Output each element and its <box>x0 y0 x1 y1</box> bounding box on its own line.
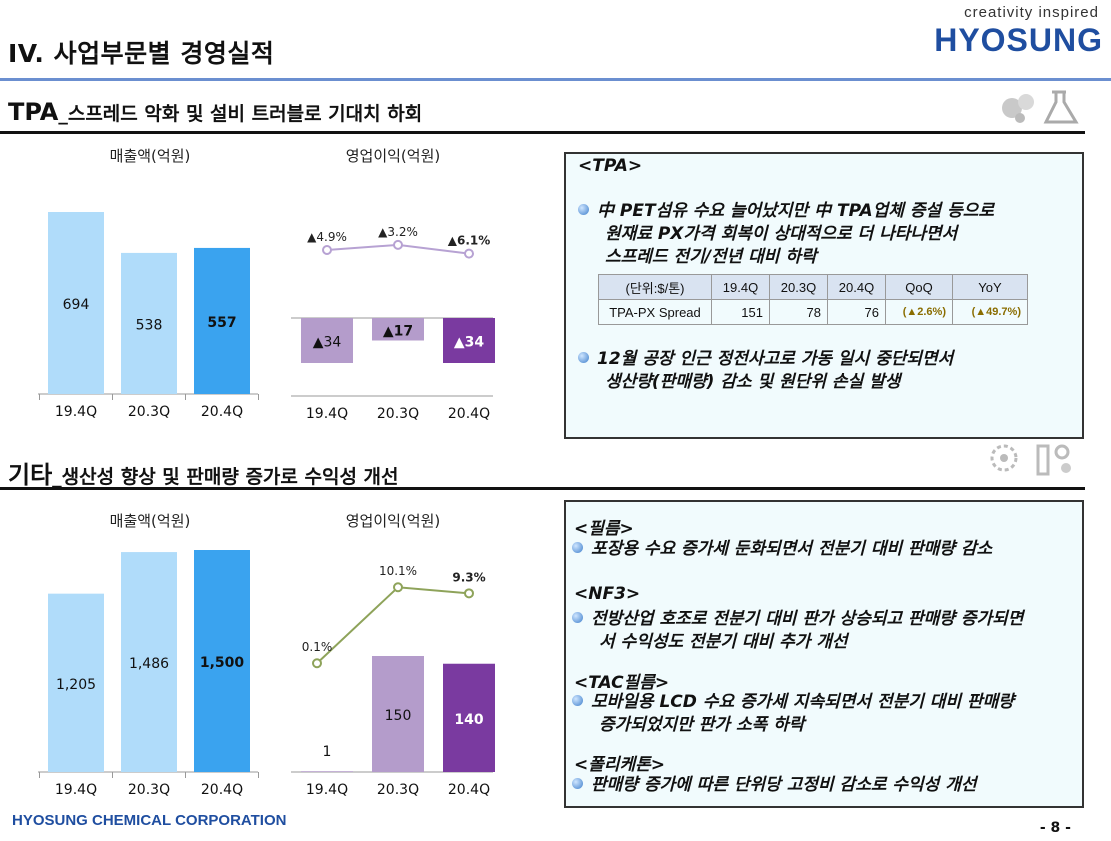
x-tick-label: 19.4Q <box>55 782 97 798</box>
bullet-icon <box>572 542 583 553</box>
tpa-comment-box: <TPA> 中 PET섬유 수요 늘어났지만 中 TPA업체 증설 등으로 원재… <box>564 152 1084 439</box>
data-label: 1 <box>323 744 332 760</box>
tpa-bullet-1: 中 PET섬유 수요 늘어났지만 中 TPA업체 증설 등으로 원재료 PX가격… <box>578 200 994 269</box>
other-section-title: 기타_생산성 향상 및 판매량 증가로 수익성 개선 <box>8 455 399 490</box>
margin-label: 9.3% <box>452 570 485 584</box>
tpa-section-title: TPA_스프레드 악화 및 설비 트러블로 기대치 하회 <box>8 98 422 126</box>
margin-label: 10.1% <box>379 564 417 578</box>
other-title-sub: _생산성 향상 및 판매량 증가로 수익성 개선 <box>52 466 399 488</box>
x-tick-label: 20.4Q <box>201 404 243 420</box>
other-comment-box: <필름> 포장용 수요 증가세 둔화되면서 전분기 대비 판매량 감소 <NF3… <box>564 500 1084 808</box>
tpa-sales-chart-title: 매출액(억원) <box>109 147 191 165</box>
bar <box>301 318 353 363</box>
other-sales-chart-title: 매출액(억원) <box>109 512 191 530</box>
bar <box>194 550 250 772</box>
nf3-header: <NF3> <box>574 584 641 604</box>
page-title: IV. 사업부문별 경영실적 <box>8 39 275 68</box>
brand-tagline: creativity inspired <box>964 4 1099 21</box>
margin-point <box>393 582 403 593</box>
title-divider <box>0 78 1111 81</box>
bar <box>48 212 104 394</box>
other-sales-chart: 1,205 19.4Q 1,486 20.3Q 1,500 20.4Q <box>38 550 259 798</box>
x-tick-label: 19.4Q <box>306 406 348 422</box>
page-number: - 8 - <box>1039 820 1071 836</box>
bar <box>121 252 177 394</box>
data-label: 1,500 <box>200 655 245 671</box>
polyketone-bullet: 판매량 증가에 따른 단위당 고정비 감소로 수익성 개선 <box>572 774 977 797</box>
x-tick-label: 20.4Q <box>448 406 490 422</box>
tpa-op-chart: ▲34 19.4Q ▲17 20.3Q ▲34 20.4Q ▲4.9% ▲3.2% ▲6.1% <box>291 225 495 422</box>
tpa-section-divider <box>0 131 1085 134</box>
bar <box>443 318 495 363</box>
nf3-bullet: 전방산업 호조로 전분기 대비 판가 상승되고 판매량 증가되면 서 수익성도 … <box>572 608 1023 654</box>
table-row: TPA-PX Spread 151 78 76 (▲2.6%) (▲49.7%) <box>598 299 1028 325</box>
brand-logo: HYOSUNG <box>934 22 1103 58</box>
data-label: 557 <box>207 315 236 331</box>
x-tick-label: 20.4Q <box>201 782 243 798</box>
margin-point <box>393 239 403 250</box>
footer-company: HYOSUNG CHEMICAL CORPORATION <box>12 812 287 829</box>
bullet-icon <box>578 204 589 215</box>
data-label: ▲34 <box>313 335 342 351</box>
film-header: <필름> <box>574 519 634 539</box>
bar <box>301 771 353 772</box>
margin-line <box>316 586 470 664</box>
x-tick-label: 19.4Q <box>306 782 348 798</box>
bar <box>372 656 424 772</box>
bar <box>443 663 495 772</box>
margin-point <box>464 248 474 259</box>
data-label: 694 <box>63 297 90 313</box>
bar <box>121 552 177 772</box>
data-label: ▲17 <box>383 323 413 339</box>
data-label: ▲34 <box>454 335 485 351</box>
margin-label: ▲3.2% <box>378 225 418 239</box>
tpa-spread-table: (단위:$/톤) 19.4Q 20.3Q 20.4Q QoQ YoY TPA-P… <box>598 274 1028 325</box>
tpa-sales-chart: 694 19.4Q 538 20.3Q 557 20.4Q <box>38 212 259 420</box>
tpa-bullet-2: 12월 공장 인근 정전사고로 가동 일시 중단되면서 생산량(판매량) 감소 … <box>578 348 953 394</box>
bullet-icon <box>572 612 583 623</box>
margin-point <box>322 245 332 255</box>
other-op-chart: 1 19.4Q 150 20.3Q 140 20.4Q 0.1% 10.1% 9.3% <box>291 564 495 798</box>
chemistry-icon <box>1002 90 1079 124</box>
x-tick-label: 20.3Q <box>377 782 419 798</box>
bullet-icon <box>578 352 589 363</box>
margin-label: 0.1% <box>302 640 333 654</box>
other-op-chart-title: 영업이익(억원) <box>345 512 441 530</box>
data-label: 538 <box>136 317 163 333</box>
x-tick-label: 20.3Q <box>128 404 170 420</box>
x-tick-label: 20.4Q <box>448 782 490 798</box>
data-label: 140 <box>454 712 483 728</box>
bullet-icon <box>572 695 583 706</box>
tpa-title-sub: _스프레드 악화 및 설비 트러블로 기대치 하회 <box>58 103 423 125</box>
data-label: 150 <box>385 708 412 724</box>
x-tick-label: 20.3Q <box>128 782 170 798</box>
data-label: 1,486 <box>129 656 169 672</box>
other-title-main: 기타 <box>8 461 53 489</box>
margin-point <box>464 588 474 599</box>
margin-point <box>312 658 322 669</box>
x-tick-label: 20.3Q <box>377 406 419 422</box>
margin-label: ▲4.9% <box>307 230 347 244</box>
other-section-divider <box>0 487 1085 490</box>
bar <box>372 318 424 341</box>
bar <box>194 247 250 394</box>
tpa-box-header: <TPA> <box>578 156 643 176</box>
tac-header: <TAC필름> <box>574 673 670 693</box>
tpa-op-chart-title: 영업이익(억원) <box>345 147 441 165</box>
bar <box>48 593 104 772</box>
film-bullet: 포장용 수요 증가세 둔화되면서 전분기 대비 판매량 감소 <box>572 538 992 561</box>
margin-label: ▲6.1% <box>448 234 491 248</box>
lab-icon <box>990 444 1071 476</box>
tpa-title-main: TPA <box>8 98 59 126</box>
polyketone-header: <폴리케톤> <box>574 755 666 775</box>
x-tick-label: 19.4Q <box>55 404 97 420</box>
data-label: 1,205 <box>56 677 96 693</box>
tac-bullet: 모바일용 LCD 수요 증가세 지속되면서 전분기 대비 판매량 증가되었지만 … <box>572 691 1014 737</box>
table-unit: (단위:$/톤) <box>598 274 712 300</box>
bullet-icon <box>572 778 583 789</box>
